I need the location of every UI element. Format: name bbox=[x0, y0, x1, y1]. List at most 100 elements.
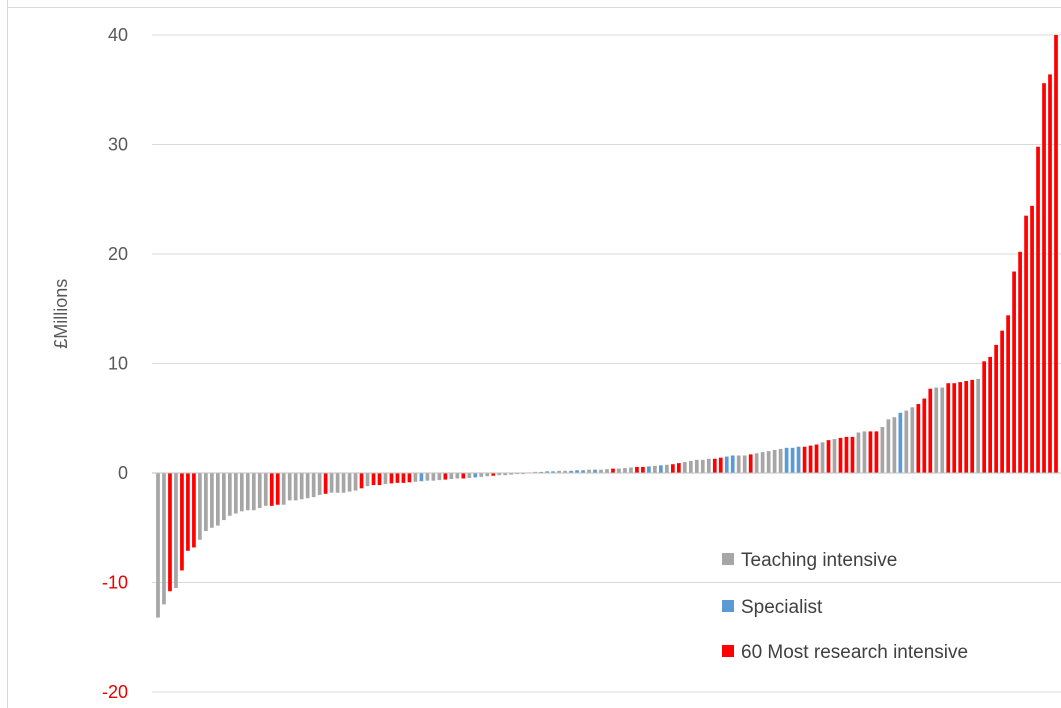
bar-research bbox=[1048, 74, 1052, 474]
bar-research bbox=[1030, 205, 1034, 473]
bar-specialist bbox=[898, 412, 903, 473]
bar-specialist bbox=[724, 456, 729, 473]
bar-teaching bbox=[437, 473, 442, 481]
bar-research bbox=[635, 466, 639, 473]
bar-research bbox=[641, 466, 645, 473]
bar-research bbox=[712, 458, 717, 473]
legend-label-teaching: Teaching intensive bbox=[741, 550, 897, 571]
bar-research bbox=[359, 473, 364, 489]
bar-teaching bbox=[287, 473, 292, 501]
bar-teaching bbox=[204, 473, 208, 532]
bar-teaching bbox=[653, 465, 657, 473]
y-tick-label: 0 bbox=[118, 463, 128, 483]
legend-swatch-specialist bbox=[722, 600, 734, 612]
bar-research bbox=[1024, 215, 1028, 473]
bar-research bbox=[844, 436, 849, 473]
bar-teaching bbox=[515, 473, 520, 475]
bar-teaching bbox=[216, 473, 220, 526]
bar-specialist bbox=[545, 471, 549, 473]
bar-teaching bbox=[174, 473, 178, 588]
bar-research bbox=[748, 454, 753, 473]
bar-research bbox=[964, 381, 969, 473]
bar-research bbox=[838, 437, 843, 473]
bar-research bbox=[1006, 315, 1010, 473]
bar-teaching bbox=[335, 473, 340, 493]
bar-research bbox=[814, 444, 819, 473]
bar-teaching bbox=[760, 452, 765, 473]
bar-research bbox=[826, 440, 831, 473]
bar-teaching bbox=[862, 431, 867, 473]
bar-teaching bbox=[772, 450, 777, 473]
bar-teaching bbox=[455, 473, 460, 479]
bar-research bbox=[611, 468, 615, 473]
bar-teaching bbox=[239, 473, 244, 512]
bar-teaching bbox=[605, 469, 609, 473]
bar-research bbox=[671, 464, 675, 473]
bar-teaching bbox=[599, 469, 603, 473]
bar-teaching bbox=[754, 453, 759, 473]
bar-research bbox=[1012, 271, 1016, 473]
bar-specialist bbox=[659, 465, 663, 473]
bar-specialist bbox=[647, 466, 651, 473]
bar-research bbox=[180, 473, 184, 571]
bar-research bbox=[676, 463, 681, 473]
bar-teaching bbox=[976, 378, 981, 473]
bar-research bbox=[952, 383, 957, 473]
bar-specialist bbox=[581, 470, 585, 473]
bar-teaching bbox=[251, 473, 256, 511]
bar-teaching bbox=[383, 473, 388, 484]
bar-teaching bbox=[263, 473, 268, 506]
bar-research bbox=[168, 473, 172, 592]
bar-teaching bbox=[892, 417, 897, 473]
bar-teaching bbox=[665, 464, 669, 473]
bar-research bbox=[1054, 35, 1058, 473]
bar-research bbox=[371, 473, 376, 486]
bar-teaching bbox=[910, 407, 915, 473]
bar-specialist bbox=[730, 455, 735, 473]
bar-research bbox=[395, 473, 400, 483]
y-tick-label: 40 bbox=[108, 25, 128, 45]
bar-teaching bbox=[425, 473, 430, 481]
bar-research bbox=[377, 473, 382, 486]
bar-teaching bbox=[317, 473, 322, 495]
bar-specialist bbox=[593, 469, 597, 473]
bar-research bbox=[802, 446, 807, 473]
bar-teaching bbox=[521, 473, 526, 475]
bar-specialist bbox=[473, 473, 478, 478]
bar-teaching bbox=[557, 470, 561, 473]
bar-teaching bbox=[162, 473, 166, 605]
bar-teaching bbox=[886, 419, 891, 473]
bar-research bbox=[928, 388, 933, 473]
bar-teaching bbox=[227, 473, 232, 516]
bar-specialist bbox=[796, 446, 801, 473]
bar-teaching bbox=[311, 473, 316, 498]
bar-teaching bbox=[347, 473, 352, 492]
bar-teaching bbox=[467, 473, 472, 478]
bar-teaching bbox=[688, 460, 693, 473]
bar-teaching bbox=[156, 473, 160, 618]
bar-research bbox=[186, 473, 190, 551]
bar-research bbox=[407, 473, 412, 483]
bar-research bbox=[192, 473, 196, 548]
bar-research bbox=[1042, 83, 1046, 474]
bar-teaching bbox=[563, 470, 567, 473]
y-tick-label: -10 bbox=[102, 573, 128, 593]
legend-label-research: 60 Most research intensive bbox=[741, 642, 968, 663]
y-axis-label: £Millions bbox=[51, 279, 71, 349]
bar-teaching bbox=[623, 468, 627, 473]
bar-research bbox=[718, 457, 723, 473]
bar-teaching bbox=[449, 473, 454, 480]
bar-specialist bbox=[539, 471, 543, 473]
bar-research bbox=[1000, 330, 1004, 473]
bar-research bbox=[988, 356, 993, 473]
bar-research bbox=[994, 344, 998, 473]
bar-teaching bbox=[341, 473, 346, 493]
bar-research bbox=[275, 473, 280, 505]
bar-teaching bbox=[503, 473, 508, 476]
bar-teaching bbox=[299, 473, 304, 500]
bar-research bbox=[982, 361, 987, 473]
bar-teaching bbox=[832, 439, 837, 473]
bar-research bbox=[401, 473, 406, 483]
